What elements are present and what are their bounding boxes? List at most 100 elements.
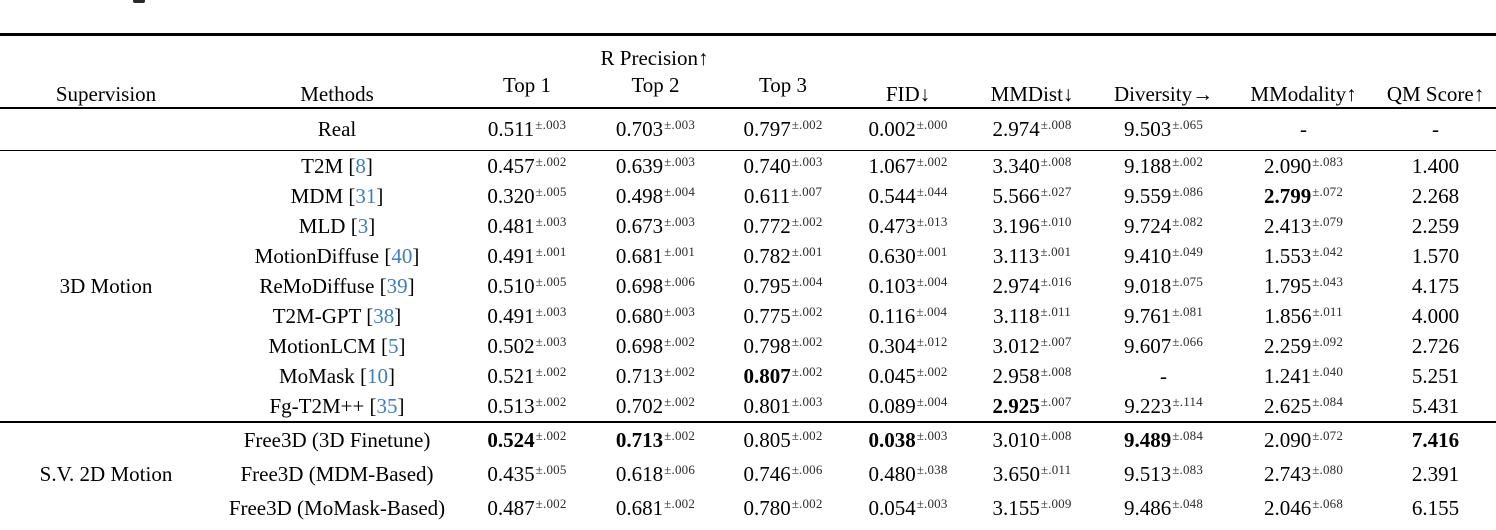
metric-cell: 2.046±.068 xyxy=(1232,491,1375,525)
metric-value: 4.000 xyxy=(1411,303,1460,328)
metric-cell: 0.481±.003 xyxy=(462,211,592,241)
metric-std: ±.004 xyxy=(916,273,948,289)
metric-cell: 2.090±.083 xyxy=(1232,151,1375,182)
method-name: MotionLCM xyxy=(268,333,376,358)
metric-std: ±.004 xyxy=(791,273,823,289)
metric-value: - xyxy=(1300,117,1308,141)
metric-std: ±.008 xyxy=(1040,153,1072,169)
metric-cell: 2.268 xyxy=(1375,181,1496,211)
metric-value: 0.487 xyxy=(487,495,535,520)
citation-link[interactable]: 3 xyxy=(357,213,369,238)
metric-std: ±.006 xyxy=(664,461,696,477)
metric-std: ±.016 xyxy=(1040,273,1072,289)
metric-cell: 0.089±.004 xyxy=(847,391,969,422)
metric-value: 0.002 xyxy=(868,117,916,141)
citation-link[interactable]: 39 xyxy=(386,273,408,298)
real-row-group: Real 0.511±.003 0.703±.003 0.797±.002 0.002±… xyxy=(0,108,1496,151)
metric-value: 9.489 xyxy=(1123,427,1172,452)
metric-cell: 2.726 xyxy=(1375,331,1496,361)
metric-std: ±.001 xyxy=(916,243,948,259)
metric-std: ±.012 xyxy=(916,333,948,349)
metric-cell: 0.775±.002 xyxy=(719,301,847,331)
metric-value: 3.340 xyxy=(992,153,1040,178)
metric-cell: 4.000 xyxy=(1375,301,1496,331)
metric-value: 3.650 xyxy=(992,461,1040,486)
metric-cell: 1.067±.002 xyxy=(847,151,969,182)
method-name: T2M-GPT xyxy=(272,303,362,328)
metric-value: 0.698 xyxy=(615,273,664,298)
metric-std: ±.002 xyxy=(791,363,823,379)
citation-link[interactable]: 40 xyxy=(391,243,413,268)
metric-value: 0.491 xyxy=(487,243,535,268)
metric-std: ±.009 xyxy=(1040,495,1072,511)
metric-value: 0.805 xyxy=(743,427,791,452)
metric-cell: 2.743±.080 xyxy=(1232,457,1375,491)
method-name: Real xyxy=(317,117,357,141)
metric-std: ±.010 xyxy=(1040,213,1072,229)
metric-cell: 0.746±.006 xyxy=(719,457,847,491)
metric-value: 0.618 xyxy=(615,461,664,486)
citation-link[interactable]: 35 xyxy=(376,393,398,418)
method-cell: Free3D (3D Finetune) xyxy=(212,422,462,457)
metric-cell: 0.521±.002 xyxy=(462,361,592,391)
citation-link[interactable]: 38 xyxy=(373,303,395,328)
metric-value: 0.502 xyxy=(487,333,535,358)
metric-std: ±.003 xyxy=(791,393,823,409)
metric-cell: 1.400 xyxy=(1375,151,1496,182)
metric-cell: 1.241±.040 xyxy=(1232,361,1375,391)
table-row: MotionLCM [5] 0.502±.003 0.698±.002 0.798±.… xyxy=(0,331,1496,361)
metric-value: 0.491 xyxy=(487,303,535,328)
citation-link[interactable]: 8 xyxy=(355,153,366,178)
metric-cell: 0.491±.001 xyxy=(462,241,592,271)
metric-value: 2.268 xyxy=(1411,183,1460,208)
metric-cell: 3.012±.007 xyxy=(969,331,1095,361)
metric-value: 0.795 xyxy=(743,273,791,298)
metric-std: ±.048 xyxy=(1172,495,1204,511)
metric-std: ±.003 xyxy=(535,303,567,319)
metric-value: 9.607 xyxy=(1123,333,1172,358)
metric-value: 0.304 xyxy=(868,333,916,358)
metric-value: 2.259 xyxy=(1411,213,1460,238)
metric-cell: 0.435±.005 xyxy=(462,457,592,491)
metric-std: ±.004 xyxy=(664,183,696,199)
citation-link[interactable]: 31 xyxy=(355,183,377,208)
metric-std: ±.002 xyxy=(791,333,823,349)
metric-std: ±.068 xyxy=(1312,495,1344,511)
method-cell: MDM [31] xyxy=(290,183,384,208)
metric-std: ±.066 xyxy=(1172,333,1204,349)
metric-value: 0.680 xyxy=(615,303,664,328)
results-table: Supervision Methods R Precision↑ FID↓ MM… xyxy=(0,33,1496,525)
metric-value: 0.045 xyxy=(868,363,916,388)
metric-value: 3.010 xyxy=(992,427,1040,452)
metric-std: ±.011 xyxy=(1312,303,1343,319)
metric-cell: - xyxy=(1095,361,1232,391)
metric-value: 0.780 xyxy=(743,495,791,520)
metric-std: ±.002 xyxy=(535,153,567,169)
method-name: T2M xyxy=(301,153,344,178)
metric-cell: 0.681±.002 xyxy=(592,491,719,525)
metric-value: 0.524 xyxy=(487,427,535,452)
metric-cell: 0.698±.006 xyxy=(592,271,719,301)
metric-std: ±.083 xyxy=(1312,153,1344,169)
metric-std: ±.007 xyxy=(1040,333,1072,349)
metric-std: ±.079 xyxy=(1312,213,1344,229)
citation-link[interactable]: 10 xyxy=(367,363,389,388)
metric-value: 0.320 xyxy=(487,183,535,208)
metric-value: 3.118 xyxy=(993,303,1040,328)
citation-link[interactable]: 5 xyxy=(388,333,399,358)
metric-cell: 0.473±.013 xyxy=(847,211,969,241)
table-row: Real 0.511±.003 0.703±.003 0.797±.002 0.002±… xyxy=(0,108,1496,151)
metric-cell: 0.511±.003 xyxy=(462,108,592,151)
method-name: MDM xyxy=(290,183,344,208)
metric-cell: 2.259±.092 xyxy=(1232,331,1375,361)
metric-std: ±.003 xyxy=(664,117,696,132)
metric-std: ±.008 xyxy=(1040,363,1072,379)
metric-cell: 0.782±.001 xyxy=(719,241,847,271)
col-header-top3: Top 3 xyxy=(758,73,808,97)
method-name: Fg-T2M++ xyxy=(269,393,365,418)
metric-value: 2.413 xyxy=(1263,213,1312,238)
metric-value: 2.046 xyxy=(1263,495,1312,520)
metric-cell: 0.304±.012 xyxy=(847,331,969,361)
metric-cell: 0.698±.002 xyxy=(592,331,719,361)
col-header-r-precision: R Precision↑ xyxy=(600,46,709,70)
